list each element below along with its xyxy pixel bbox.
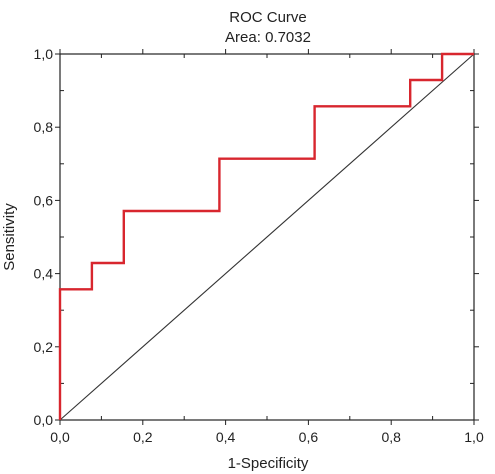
x-tick-label: 0,0 [50, 429, 70, 445]
x-tick-label: 0,8 [381, 429, 401, 445]
x-tick-label: 0,6 [299, 429, 319, 445]
chart-title: ROC Curve [229, 9, 307, 26]
y-tick-label: 0,4 [34, 266, 54, 282]
reference-diagonal-line [59, 53, 475, 421]
x-axis-label: 1-Specificity [228, 455, 309, 472]
x-tick-label: 0,4 [216, 429, 236, 445]
x-tick-label: 0,2 [133, 429, 153, 445]
y-tick-label: 0,0 [34, 412, 54, 428]
y-tick-label: 1,0 [34, 46, 54, 62]
plot-area: 0,00,0 0,2 0,2 0,4 0,4 0,6 0,6 0,8 0,8 1,0 1,0 [34, 46, 484, 445]
y-tick-label: 0,8 [34, 119, 54, 135]
y-tick-label: 0,2 [34, 339, 54, 355]
chart-subtitle: Area: 0.7032 [225, 29, 311, 46]
roc-curve-line [58, 52, 474, 420]
x-tick-label: 1,0 [464, 429, 484, 445]
y-axis-label: Sensitivity [1, 203, 18, 271]
y-tick-label: 0,6 [34, 192, 54, 208]
